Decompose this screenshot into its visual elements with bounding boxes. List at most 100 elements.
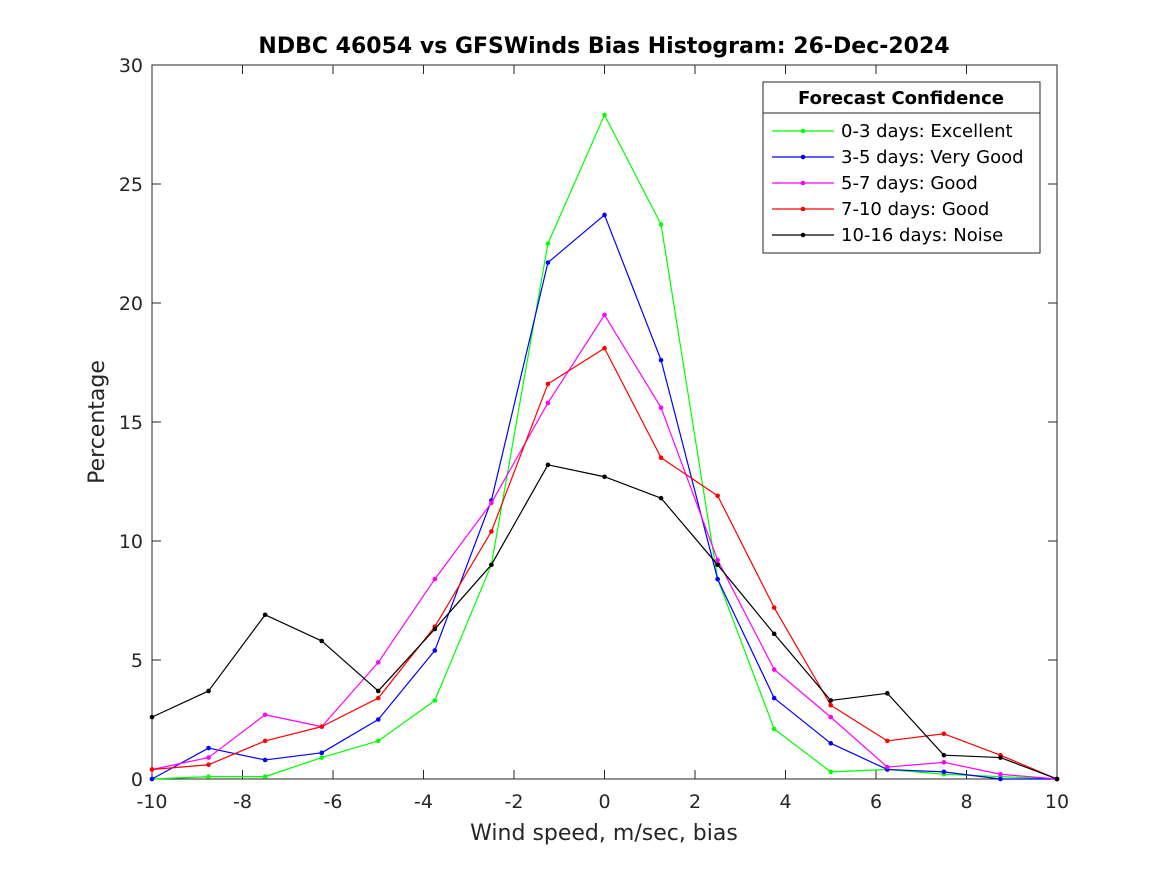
series-4 [149,462,1060,782]
data-point [432,648,438,653]
data-point [1054,776,1060,782]
data-point [715,493,720,499]
y-tick-label: 10 [119,531,143,553]
data-point [206,688,211,694]
y-axis-label: Percentage [85,360,110,484]
legend-entry-3: 7-10 days: Good [772,199,989,220]
data-point [319,638,324,644]
x-tick-label: 2 [689,791,701,813]
data-point [206,774,211,779]
data-point [375,695,381,701]
data-point [941,731,947,737]
legend-marker [800,128,806,134]
legend-label: 10-16 days: Noise [841,225,1003,246]
legend-label: 5-7 days: Good [841,173,978,194]
y-tick-label: 15 [119,412,143,434]
legend-marker [800,206,806,212]
data-point [432,698,438,703]
data-point [545,381,551,387]
x-tick-label: 8 [960,791,972,813]
data-point [432,576,438,582]
legend-label: 3-5 days: Very Good [841,147,1024,168]
data-point [658,357,664,363]
legend-entry-4: 10-16 days: Noise [772,225,1003,246]
data-point [206,762,211,768]
data-point [206,745,211,751]
data-point [262,774,268,779]
x-axis-label: Wind speed, m/sec, bias [470,821,738,846]
y-tick-label: 25 [119,174,143,196]
data-point [545,462,551,468]
data-point [149,776,155,782]
data-point [545,400,551,406]
data-point [206,755,211,760]
data-point [771,631,777,637]
data-point [715,557,720,563]
x-tick-label: 4 [779,791,791,813]
data-point [941,760,947,765]
data-series [149,112,1060,782]
data-point [998,755,1003,760]
legend-box [762,81,1041,254]
legend-entry-2: 5-7 days: Good [772,173,978,194]
legend-marker [800,154,806,160]
x-tick-label: -10 [136,791,167,813]
data-point [658,495,664,501]
data-point [771,667,777,672]
data-point [998,776,1003,782]
data-point [602,112,607,118]
data-point [715,562,720,568]
data-point [319,724,324,729]
data-point [602,474,607,480]
data-point [489,500,494,506]
data-point [375,738,381,744]
data-point [432,626,438,632]
data-point [319,755,324,760]
data-point [262,757,268,763]
data-point [262,612,268,618]
data-point [828,702,834,708]
data-point [319,750,324,756]
data-point [828,698,834,703]
data-point [941,752,947,758]
legend-title: Forecast Confidence [798,88,1004,109]
data-point [828,714,834,720]
data-point [262,738,268,744]
legend-marker [800,180,806,186]
data-point [262,712,268,718]
x-tick-label: -6 [324,791,343,813]
data-point [375,688,381,694]
data-point [828,741,834,746]
data-point [885,738,890,744]
data-point [602,345,607,351]
legend-label: 7-10 days: Good [841,199,989,220]
legend-entry-1: 3-5 days: Very Good [772,147,1024,168]
data-point [149,767,155,772]
data-point [545,241,551,246]
axis-ticks: -10 -8 -6 -4 -2 0 2 4 6 8 10 0 5 10 15 20 25 30 [119,55,1069,813]
data-point [885,764,890,770]
x-tick-label: -4 [414,791,433,813]
legend-entry-0: 0-3 days: Excellent [772,121,1013,142]
data-point [602,312,607,318]
data-point [375,717,381,722]
data-point [998,771,1003,777]
data-point [375,660,381,665]
legend: Forecast Confidence 0-3 days: Excellent 3… [762,81,1041,254]
legend-label: 0-3 days: Excellent [841,121,1013,142]
chart-title: NDBC 46054 vs GFSWinds Bias Histogram: 2… [258,34,949,59]
data-point [489,529,494,534]
legend-marker [800,232,806,238]
data-point [602,212,607,218]
x-tick-label: 10 [1045,791,1069,813]
data-point [658,455,664,461]
data-point [771,605,777,610]
y-tick-label: 5 [131,650,143,672]
data-point [658,222,664,227]
data-point [149,714,155,720]
y-tick-label: 30 [119,55,143,77]
data-point [885,691,890,696]
series-3 [149,345,1060,782]
x-tick-label: -2 [505,791,524,813]
